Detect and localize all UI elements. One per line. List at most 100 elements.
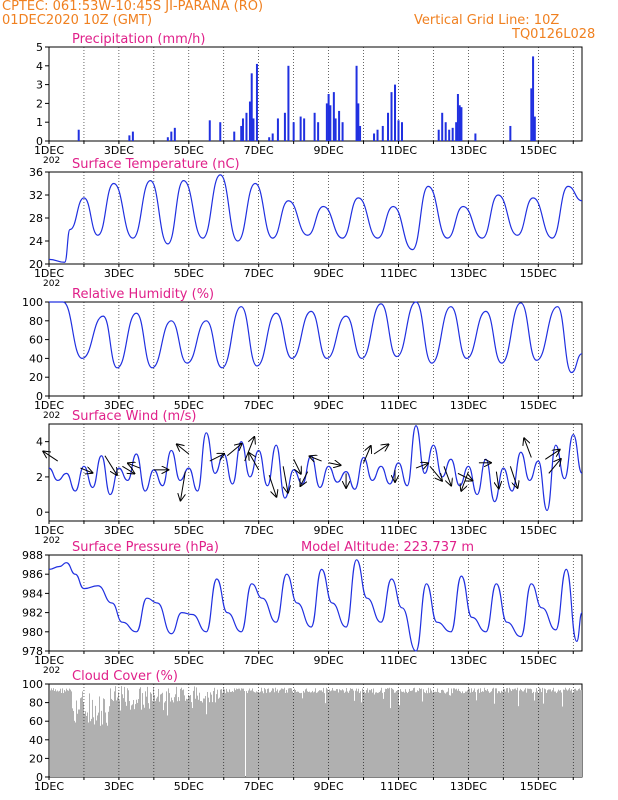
cloud-bar: [324, 693, 325, 777]
cloud-bar: [181, 687, 182, 777]
cloud-bar: [398, 690, 399, 777]
cloud-bar: [476, 700, 477, 777]
precip-bar: [376, 129, 379, 141]
cloud-bar: [88, 722, 89, 777]
precip-bar: [327, 94, 330, 141]
cloud-bar: [119, 700, 120, 777]
cloud-bar: [190, 695, 191, 777]
cloud-bar: [133, 700, 134, 777]
cloud-bar: [555, 691, 556, 777]
cloud-bar: [84, 713, 85, 777]
cloud-bar: [374, 694, 375, 777]
wind-arrow: [443, 466, 451, 485]
wind-arrow: [43, 451, 59, 462]
cloud-bar: [297, 691, 298, 777]
cloud-bar: [408, 691, 409, 777]
cloud-bar: [379, 692, 380, 777]
cloud-bar: [547, 690, 548, 777]
cloud-bar: [438, 692, 439, 777]
cloud-bar: [453, 688, 454, 777]
cloud-bar: [510, 689, 511, 777]
cloud-bar: [544, 688, 545, 777]
cloud-bar: [315, 688, 316, 777]
cloud-bar: [454, 688, 455, 777]
cloud-bar: [422, 701, 423, 777]
cloud-bar: [75, 722, 76, 777]
cloud-bar: [426, 690, 427, 777]
precip-bar: [460, 107, 463, 141]
pres-series-line: [48, 559, 583, 652]
temp-xtick-label: 9DEC: [314, 267, 344, 280]
cloud-bar: [108, 711, 109, 777]
rh-xtick-label: 15DEC: [520, 399, 557, 412]
cloud-bar: [380, 690, 381, 777]
cloud-bar: [186, 698, 187, 777]
cloud-bar: [388, 688, 389, 777]
cloud-bar: [214, 687, 215, 777]
cloud-bar: [343, 690, 344, 777]
wind-arrow: [524, 438, 532, 458]
cloud-bar: [146, 696, 147, 777]
cloud-bar: [332, 687, 333, 777]
cloud-bar: [455, 689, 456, 777]
cloud-bar: [542, 687, 543, 777]
cloud-bar: [177, 701, 178, 777]
precip-bar: [245, 112, 248, 141]
cloud-bar: [420, 689, 421, 777]
cloud-bar: [226, 688, 227, 777]
temp-panel: 20 24 28 32 36 1DEC 3DEC 5DEC 7DEC 9DEC 11DEC 13DEC…: [29, 157, 583, 289]
temp-ytick-label: 24: [29, 235, 43, 248]
cloud-bar: [109, 706, 110, 777]
cloud-xtick-label: 7DEC: [244, 780, 274, 793]
cloud-bar: [294, 688, 295, 777]
cloud-bar: [317, 692, 318, 777]
cloud-bar: [127, 688, 128, 777]
cloud-bar: [93, 717, 94, 777]
cloud-bar: [86, 715, 87, 777]
cloud-bar: [449, 695, 450, 777]
precip-bar: [252, 118, 255, 141]
cloud-bar: [530, 688, 531, 777]
cloud-bar: [568, 689, 569, 777]
wind-arrow: [282, 466, 288, 492]
cloud-bar: [300, 693, 301, 777]
cloud-bar: [188, 695, 189, 777]
cloud-bar: [541, 692, 542, 777]
cloud-bar: [142, 693, 143, 777]
cloud-bar: [427, 693, 428, 777]
cloud-bar: [524, 689, 525, 777]
cloud-bar: [513, 689, 514, 777]
cloud-bar: [232, 691, 233, 777]
cloud-bar: [259, 692, 260, 777]
cloud-bar: [154, 695, 155, 777]
cloud-bar: [73, 710, 74, 777]
cloud-bar: [553, 687, 554, 777]
cloud-bar: [556, 693, 557, 777]
rh-ytick-label: 20: [29, 371, 43, 384]
cloud-bar: [505, 691, 506, 777]
wind-xtick-label: 9DEC: [314, 524, 344, 537]
cloud-bar: [507, 688, 508, 777]
cloud-bar: [281, 688, 282, 777]
cloud-cover-fill: [50, 686, 582, 777]
cloud-bar: [473, 690, 474, 777]
cloud-bar: [483, 691, 484, 777]
cloud-bar: [148, 703, 149, 777]
cloud-bar: [477, 689, 478, 777]
pres-xtick-label: 15DEC: [520, 654, 557, 667]
cloud-bar: [430, 688, 431, 777]
cloud-bar: [125, 701, 126, 777]
wind-arrow: [509, 466, 517, 488]
precip-bar: [359, 125, 362, 141]
cloud-bar: [96, 720, 97, 777]
wind-arrow: [268, 474, 276, 497]
cloud-xtick-label: 3DEC: [104, 780, 134, 793]
precip-bar: [456, 94, 459, 141]
cloud-bar: [54, 691, 55, 777]
cloud-bar: [271, 690, 272, 777]
cloud-bar: [347, 691, 348, 777]
cloud-bar: [70, 689, 71, 777]
cloud-bar: [311, 692, 312, 777]
cloud-bar: [445, 693, 446, 777]
